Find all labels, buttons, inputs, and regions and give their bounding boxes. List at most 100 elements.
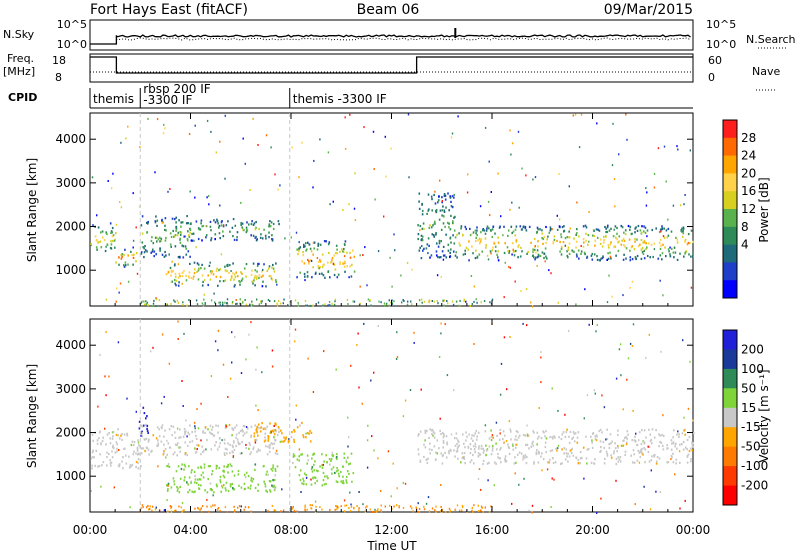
echo-cell: [102, 236, 104, 239]
noise-cell: [370, 379, 372, 382]
echo-cell: [100, 442, 102, 445]
echo-cell: [684, 251, 687, 254]
echo-cell: [500, 447, 502, 450]
noise-cell: [632, 323, 635, 326]
echo-cell: [257, 489, 259, 492]
echo-cell: [432, 224, 434, 227]
echo-cell: [349, 251, 351, 254]
noise-cell: [511, 201, 513, 204]
echo-cell: [272, 479, 274, 482]
echo-cell: [552, 461, 555, 465]
ground-cell: [186, 304, 188, 307]
echo-cell: [184, 453, 186, 456]
echo-cell: [191, 239, 194, 242]
echo-cell: [202, 450, 204, 454]
ground-cell: [364, 510, 367, 513]
echo-cell: [609, 251, 611, 254]
noise-cell: [277, 188, 279, 191]
ground-cell: [333, 303, 336, 306]
ground-cell: [234, 509, 236, 511]
echo-cell: [215, 483, 218, 487]
echo-cell: [603, 462, 606, 465]
ground-cell: [443, 304, 445, 307]
noise-cell: [214, 340, 217, 343]
echo-cell: [209, 465, 211, 468]
colorbar-tick-label: -200: [741, 479, 768, 493]
echo-cell: [631, 439, 633, 442]
echo-cell: [174, 443, 177, 446]
echo-cell: [513, 254, 516, 257]
ground-cell: [141, 300, 143, 303]
echo-cell: [582, 238, 585, 241]
nsky-label: N.Sky: [3, 28, 35, 41]
noise-cell: [252, 117, 254, 120]
freq-line: [90, 56, 693, 74]
echo-cell: [545, 430, 547, 433]
echo-cell: [337, 472, 340, 475]
ground-cell: [250, 510, 252, 513]
echo-cell: [116, 443, 119, 446]
echo-cell: [418, 249, 421, 252]
echo-cell: [637, 224, 640, 228]
noise-cell: [608, 274, 610, 277]
echo-cell: [585, 232, 587, 235]
echo-cell: [266, 425, 268, 428]
echo-cell: [421, 209, 424, 213]
echo-cell: [274, 486, 277, 489]
noise-cell: [439, 417, 441, 420]
echo-cell: [171, 280, 173, 283]
echo-cell: [224, 487, 227, 490]
echo-cell: [497, 250, 499, 253]
echo-cell: [437, 201, 439, 204]
echo-cell: [345, 475, 348, 478]
noise-cell: [377, 250, 380, 253]
noise-cell: [556, 214, 558, 217]
ground-cell: [440, 510, 442, 513]
colorbar-swatch: [723, 191, 737, 210]
echo-cell: [91, 451, 94, 454]
echo-cell: [517, 431, 519, 434]
ground-cell: [217, 508, 219, 510]
echo-cell: [229, 484, 232, 488]
echo-cell: [267, 435, 269, 438]
noise-cell: [551, 228, 553, 231]
noise-cell: [669, 246, 671, 249]
ground-cell: [181, 510, 183, 513]
echo-cell: [335, 244, 338, 247]
echo-cell: [324, 475, 326, 478]
echo-cell: [218, 226, 220, 229]
echo-cell: [147, 222, 149, 225]
noise-cell: [250, 321, 252, 324]
echo-cell: [630, 454, 632, 457]
echo-cell: [189, 227, 191, 230]
echo-cell: [267, 473, 269, 476]
noise-cell: [394, 249, 396, 252]
noise-cell: [425, 502, 428, 505]
echo-cell: [215, 467, 218, 470]
echo-cell: [542, 237, 545, 241]
echo-cell: [264, 482, 266, 486]
echo-cell: [240, 271, 242, 274]
echo-cell: [117, 428, 119, 431]
noise-cell: [450, 136, 453, 139]
echo-cell: [658, 445, 660, 448]
ground-cell: [312, 304, 314, 307]
echo-cell: [473, 448, 476, 451]
echo-cell: [207, 465, 210, 468]
ground-cell: [204, 303, 206, 306]
echo-cell: [424, 431, 427, 434]
noise-cell: [166, 499, 168, 502]
echo-cell: [426, 461, 429, 464]
echo-cell: [616, 226, 618, 230]
ground-cell: [256, 298, 258, 301]
echo-cell: [576, 441, 579, 444]
echo-cell: [669, 255, 672, 258]
echo-cell: [670, 230, 673, 233]
echo-cell: [511, 242, 514, 245]
echo-cell: [240, 486, 243, 489]
echo-cell: [485, 449, 488, 452]
noise-cell: [371, 435, 373, 438]
echo-cell: [92, 439, 94, 442]
cpid-label: CPID: [8, 91, 37, 104]
echo-cell: [602, 255, 604, 258]
